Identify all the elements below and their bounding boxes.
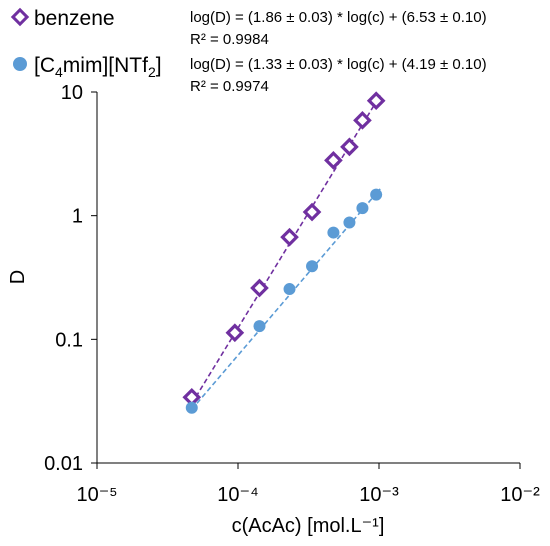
data-point-benzene xyxy=(280,227,299,247)
data-point-benzene xyxy=(182,387,202,407)
data-point-benzene xyxy=(353,111,372,130)
data-point-c4mim xyxy=(370,188,383,201)
y-tick-label: 10 xyxy=(61,82,83,104)
x-tick-label: 10⁻² xyxy=(500,484,540,506)
data-point-benzene xyxy=(225,323,245,343)
fit-line-benzene xyxy=(191,94,381,405)
data-point-benzene xyxy=(324,151,343,170)
legend-label-c4mim: [C4mim][NTf2] xyxy=(34,54,162,80)
x-tick-label: 10⁻⁴ xyxy=(217,484,258,506)
c4mim-fit-r2: R² = 0.9974 xyxy=(190,78,269,95)
data-point-c4mim xyxy=(356,202,369,215)
legend-label-benzene: benzene xyxy=(34,7,115,30)
data-point-c4mim xyxy=(327,226,340,239)
legend-marker-c4mim xyxy=(13,57,27,71)
data-points xyxy=(182,91,386,414)
data-point-c4mim xyxy=(253,320,266,333)
data-point-c4mim xyxy=(306,260,319,273)
c4mim-fit-equation: log(D) = (1.33 ± 0.03) * log(c) + (4.19 … xyxy=(190,56,487,73)
data-point-benzene xyxy=(340,137,359,157)
x-tick-label: 10⁻³ xyxy=(359,484,399,506)
y-tick-label: 1 xyxy=(72,206,83,228)
axis-ticks: 10⁻⁵ 10⁻⁴ 10⁻³ 10⁻² 0.01 0.1 1 10 xyxy=(44,82,540,506)
benzene-fit-equation: log(D) = (1.86 ± 0.03) * log(c) + (6.53 … xyxy=(190,9,487,26)
x-axis-title: c(AcAc) [mol.L⁻¹] xyxy=(232,515,385,537)
data-point-benzene xyxy=(302,202,322,222)
data-point-c4mim xyxy=(185,401,198,414)
data-point-c4mim xyxy=(283,283,296,296)
data-point-benzene xyxy=(250,278,269,298)
y-tick-label: 0.1 xyxy=(55,329,83,351)
x-tick-label: 10⁻⁵ xyxy=(76,484,117,506)
data-point-c4mim xyxy=(343,216,356,229)
legend-marker-benzene xyxy=(10,7,30,27)
y-tick-label: 0.01 xyxy=(44,453,83,475)
data-point-benzene xyxy=(366,91,386,111)
benzene-fit-r2: R² = 0.9984 xyxy=(190,31,269,48)
y-axis-title: D xyxy=(7,270,29,284)
legend: benzene [C4mim][NTf2] xyxy=(10,7,162,80)
